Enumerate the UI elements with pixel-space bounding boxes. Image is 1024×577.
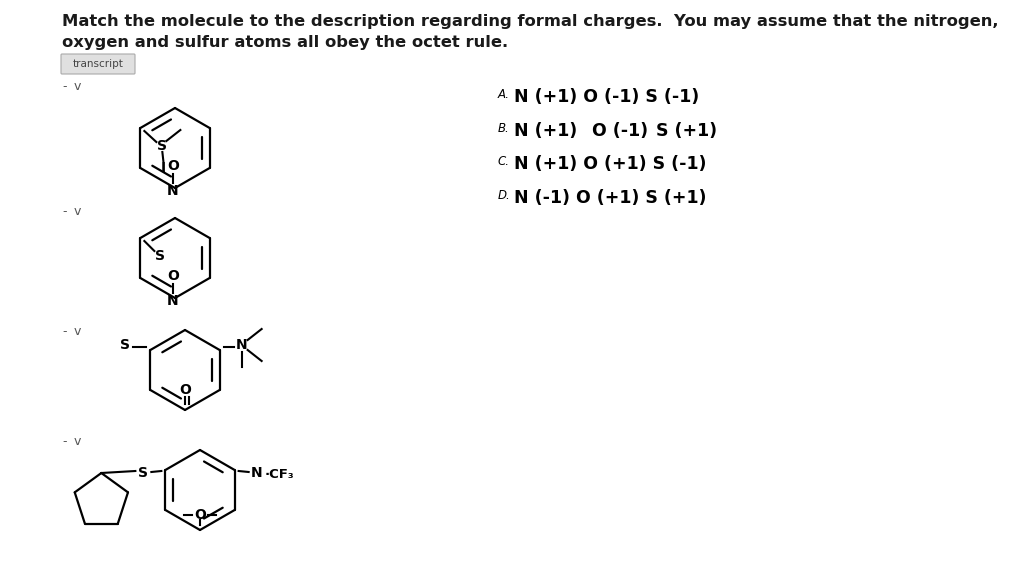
Text: N: N: [251, 466, 262, 480]
Text: N: N: [167, 294, 179, 308]
Text: ·CF₃: ·CF₃: [264, 469, 294, 481]
Text: S: S: [156, 249, 165, 263]
Text: S: S: [158, 139, 167, 153]
Text: -: -: [62, 205, 67, 218]
Text: N (+1) O (-1) S (-1): N (+1) O (-1) S (-1): [514, 88, 699, 106]
Text: O: O: [167, 269, 179, 283]
Text: S: S: [121, 338, 130, 352]
Text: v: v: [74, 435, 81, 448]
FancyBboxPatch shape: [61, 54, 135, 74]
Text: v: v: [74, 205, 81, 218]
Text: oxygen and sulfur atoms all obey the octet rule.: oxygen and sulfur atoms all obey the oct…: [62, 35, 508, 50]
Text: B.: B.: [498, 122, 510, 135]
Text: transcript: transcript: [73, 59, 124, 69]
Text: Match the molecule to the description regarding formal charges.  You may assume : Match the molecule to the description re…: [62, 14, 998, 29]
Text: N (+1): N (+1): [514, 122, 589, 140]
Text: v: v: [74, 80, 81, 93]
Text: O: O: [179, 383, 190, 397]
Text: O: O: [195, 508, 206, 522]
Text: N (+1) O (+1) S (-1): N (+1) O (+1) S (-1): [514, 155, 707, 173]
Text: D.: D.: [498, 189, 511, 202]
Text: A.: A.: [498, 88, 510, 101]
Text: O (-1): O (-1): [592, 122, 648, 140]
Text: -: -: [62, 80, 67, 93]
Text: v: v: [74, 325, 81, 338]
Text: O: O: [167, 159, 179, 173]
Text: N (-1) O (+1) S (+1): N (-1) O (+1) S (+1): [514, 189, 707, 207]
Text: C.: C.: [498, 155, 510, 168]
Text: -: -: [62, 325, 67, 338]
Text: S: S: [138, 466, 148, 480]
Text: N: N: [236, 338, 248, 352]
Text: -: -: [62, 435, 67, 448]
Text: I: I: [161, 161, 166, 175]
Text: N: N: [167, 184, 179, 198]
Text: S (+1): S (+1): [650, 122, 717, 140]
